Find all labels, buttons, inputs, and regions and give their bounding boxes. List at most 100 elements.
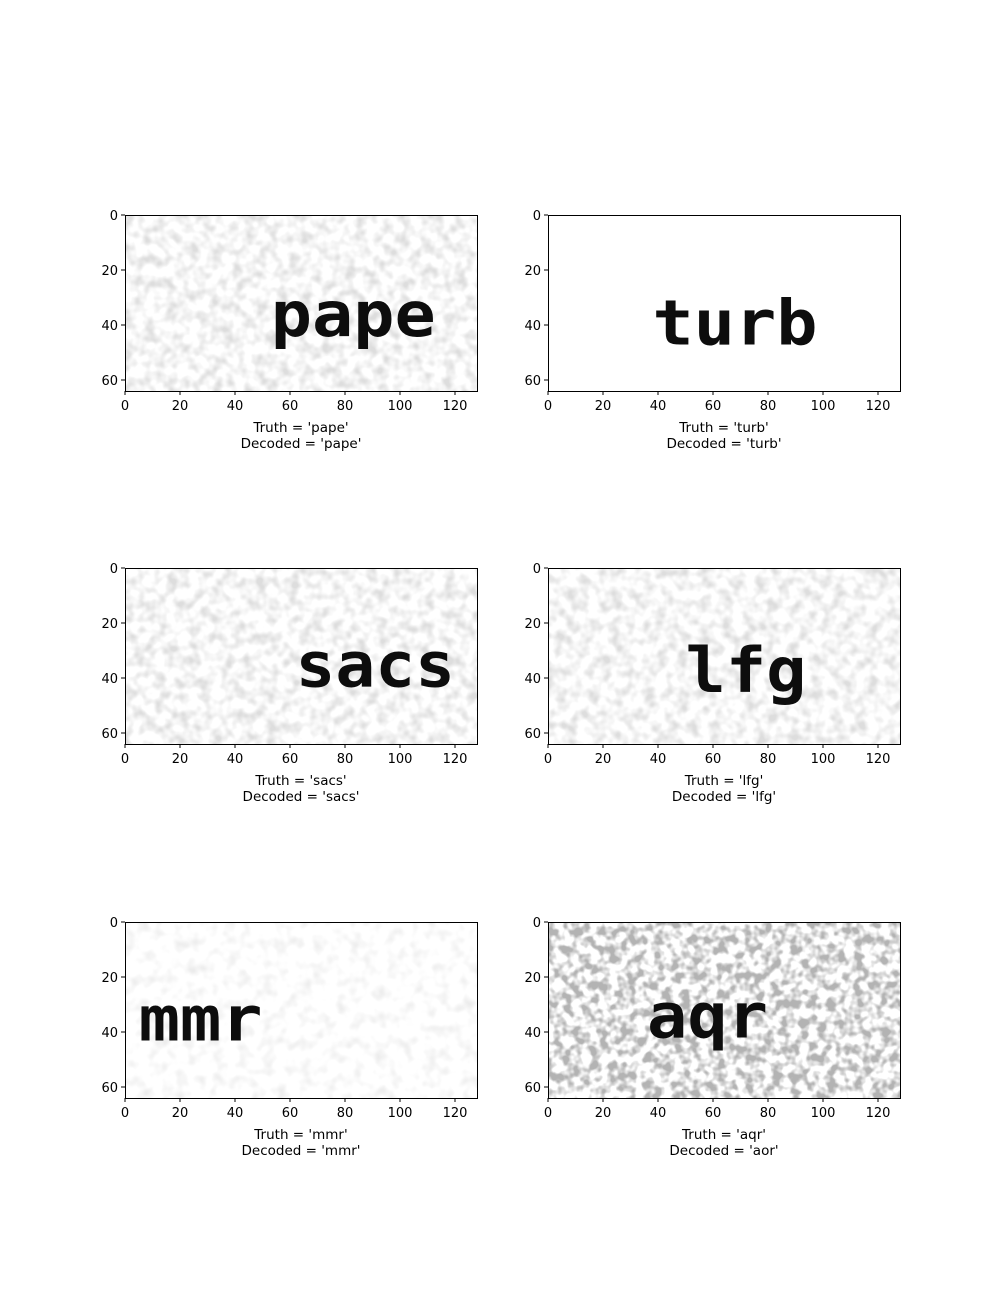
truth-label: Truth = 'aqr' — [681, 1127, 766, 1143]
image-noise — [125, 922, 477, 1098]
x-tick-label: 120 — [866, 399, 891, 414]
y-tick-label: 0 — [533, 916, 541, 931]
decoded-label: Decoded = 'mmr' — [242, 1143, 361, 1159]
decoded-label: Decoded = 'pape' — [241, 436, 362, 452]
x-tick-label: 80 — [337, 1106, 354, 1121]
y-tick-label: 20 — [101, 264, 118, 279]
x-tick-label: 100 — [811, 1106, 836, 1121]
decoded-label: Decoded = 'lfg' — [672, 789, 776, 805]
x-tick-label: 0 — [544, 752, 552, 767]
image-word: sacs — [296, 628, 456, 701]
y-tick-label: 0 — [533, 562, 541, 577]
x-tick-label: 40 — [650, 1106, 667, 1121]
x-tick-label: 120 — [443, 1106, 468, 1121]
x-tick-label: 0 — [121, 399, 129, 414]
x-tick-label: 60 — [282, 752, 299, 767]
x-tick-label: 80 — [760, 1106, 777, 1121]
y-tick-label: 0 — [110, 209, 118, 224]
image-noise — [125, 568, 477, 744]
x-tick-label: 20 — [595, 1106, 612, 1121]
x-tick-label: 20 — [595, 399, 612, 414]
panel: lfg 0 20 40 60 80 100 120 0 20 40 60 Truth = 'lfg'De… — [524, 562, 901, 805]
x-tick-label: 20 — [172, 752, 189, 767]
y-tick-label: 60 — [524, 1081, 541, 1096]
x-tick-label: 60 — [705, 1106, 722, 1121]
panel: pape 0 20 40 60 80 100 120 0 20 40 60 Truth = 'pape'… — [101, 209, 478, 452]
truth-label: Truth = 'turb' — [678, 420, 769, 436]
x-tick-label: 100 — [388, 1106, 413, 1121]
x-tick-label: 60 — [705, 399, 722, 414]
x-tick-label: 100 — [388, 752, 413, 767]
x-tick-label: 80 — [337, 752, 354, 767]
x-tick-label: 0 — [544, 399, 552, 414]
truth-label: Truth = 'mmr' — [253, 1127, 347, 1143]
y-tick-label: 20 — [101, 617, 118, 632]
y-tick-label: 40 — [101, 1026, 118, 1041]
axes-frame — [125, 215, 478, 392]
x-tick-label: 120 — [443, 752, 468, 767]
image-word: aqr — [647, 980, 768, 1053]
y-tick-label: 20 — [524, 617, 541, 632]
image-word: mmr — [139, 982, 263, 1055]
x-tick-label: 40 — [227, 399, 244, 414]
x-tick-label: 100 — [811, 399, 836, 414]
x-tick-label: 60 — [282, 399, 299, 414]
axes-frame — [125, 922, 478, 1099]
x-tick-label: 20 — [172, 1106, 189, 1121]
x-tick-label: 100 — [388, 399, 413, 414]
y-tick-label: 60 — [101, 727, 118, 742]
x-tick-label: 40 — [650, 752, 667, 767]
y-tick-label: 60 — [524, 727, 541, 742]
image-word: pape — [271, 278, 436, 351]
y-tick-label: 0 — [110, 562, 118, 577]
y-tick-label: 60 — [524, 374, 541, 389]
y-tick-label: 40 — [101, 672, 118, 687]
y-tick-label: 20 — [524, 264, 541, 279]
y-tick-label: 60 — [101, 1081, 118, 1096]
x-tick-label: 80 — [337, 399, 354, 414]
y-tick-label: 40 — [524, 1026, 541, 1041]
x-tick-label: 120 — [866, 752, 891, 767]
x-tick-label: 120 — [443, 399, 468, 414]
x-tick-label: 0 — [121, 752, 129, 767]
axes-frame — [548, 922, 901, 1099]
x-tick-label: 40 — [227, 1106, 244, 1121]
image-word: lfg — [686, 634, 807, 707]
truth-label: Truth = 'pape' — [252, 420, 348, 436]
y-tick-label: 0 — [533, 209, 541, 224]
x-tick-label: 40 — [227, 752, 244, 767]
x-tick-label: 20 — [595, 752, 612, 767]
image-word: turb — [653, 286, 818, 359]
x-tick-label: 120 — [866, 1106, 891, 1121]
axes-frame — [125, 568, 478, 745]
x-tick-label: 80 — [760, 752, 777, 767]
x-tick-label: 0 — [544, 1106, 552, 1121]
panel: mmr 0 20 40 60 80 100 120 0 20 40 60 Truth = 'mmr'De… — [101, 916, 478, 1159]
axes-frame — [548, 215, 901, 392]
image-noise — [548, 568, 900, 744]
x-tick-label: 60 — [705, 752, 722, 767]
y-tick-label: 40 — [524, 319, 541, 334]
image-noise — [125, 215, 477, 391]
y-tick-label: 20 — [524, 971, 541, 986]
x-tick-label: 0 — [121, 1106, 129, 1121]
panel: sacs 0 20 40 60 80 100 120 0 20 40 60 Truth = 'sacs'… — [101, 562, 478, 805]
x-tick-label: 40 — [650, 399, 667, 414]
image-background — [548, 215, 900, 391]
decoded-label: Decoded = 'sacs' — [243, 789, 360, 805]
panel: turb 0 20 40 60 80 100 120 0 20 40 60 Truth = 'turb'… — [524, 209, 901, 452]
x-tick-label: 100 — [811, 752, 836, 767]
panel: aqr 0 20 40 60 80 100 120 0 20 40 60 Truth = 'aqr'De… — [524, 916, 901, 1159]
x-tick-label: 80 — [760, 399, 777, 414]
x-tick-label: 60 — [282, 1106, 299, 1121]
image-noise — [548, 922, 900, 1098]
x-tick-label: 20 — [172, 399, 189, 414]
decoded-label: Decoded = 'turb' — [666, 436, 781, 452]
decoded-label: Decoded = 'aor' — [669, 1143, 778, 1159]
y-tick-label: 60 — [101, 374, 118, 389]
y-tick-label: 0 — [110, 916, 118, 931]
y-tick-label: 40 — [524, 672, 541, 687]
y-tick-label: 20 — [101, 971, 118, 986]
truth-label: Truth = 'sacs' — [254, 773, 346, 789]
axes-frame — [548, 568, 901, 745]
